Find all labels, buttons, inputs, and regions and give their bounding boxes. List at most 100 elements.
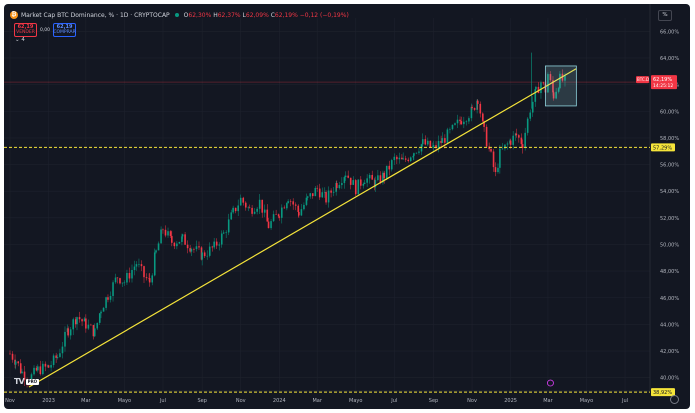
- candle: [305, 197, 308, 205]
- candle: [186, 244, 189, 249]
- x-tick-label: Mar: [81, 398, 91, 404]
- candle: [362, 183, 365, 186]
- x-tick-label: Mayo: [118, 398, 131, 404]
- candle: [520, 137, 523, 145]
- level-price-tag: [651, 388, 675, 397]
- candle: [263, 209, 266, 213]
- candle: [456, 119, 459, 124]
- candle: [178, 241, 181, 244]
- candle: [44, 363, 47, 367]
- candle: [379, 175, 382, 183]
- candle: [11, 353, 14, 360]
- candle: [294, 204, 297, 206]
- candle: [67, 328, 69, 336]
- chevron-down-icon: ⌄: [15, 37, 20, 43]
- candle: [424, 139, 427, 145]
- candle: [303, 204, 305, 210]
- scale-percent-button[interactable]: %: [658, 10, 672, 21]
- candle: [155, 250, 157, 253]
- candle: [415, 152, 418, 154]
- candle: [72, 319, 75, 330]
- indicators-toggle[interactable]: ⌄ 4: [15, 37, 25, 43]
- y-tick-label: 52,00%: [660, 216, 679, 222]
- candle: [360, 179, 362, 186]
- candle: [330, 190, 332, 193]
- y-tick-label: 44,00%: [660, 322, 679, 328]
- x-tick-label: 2023: [42, 398, 55, 404]
- candle: [42, 363, 44, 375]
- countdown-label: 14:25:12: [653, 83, 673, 89]
- candle: [504, 144, 506, 149]
- candle: [181, 236, 183, 242]
- candle: [81, 319, 83, 322]
- candle: [497, 167, 499, 173]
- candle: [335, 183, 338, 189]
- candle: [234, 207, 237, 212]
- x-tick-label: Nov: [467, 398, 477, 404]
- x-tick-label: 2024: [273, 398, 286, 404]
- candle: [440, 140, 442, 143]
- chart-frame[interactable]: 66,00%64,00%62,00%60,00%58,00%56,00%54,0…: [4, 4, 690, 409]
- candle: [435, 145, 437, 149]
- symbol-title[interactable]: Market Cap BTC Dominance, % · 1D · CRYPT…: [21, 11, 170, 19]
- candle: [323, 192, 326, 193]
- price-chart[interactable]: 66,00%64,00%62,00%60,00%58,00%56,00%54,0…: [4, 4, 690, 409]
- candle: [460, 121, 463, 125]
- candle: [211, 246, 214, 248]
- x-tick-label: Nov: [5, 398, 15, 404]
- candle: [33, 367, 35, 375]
- candle: [164, 229, 167, 236]
- candle: [366, 178, 368, 183]
- candle: [126, 272, 128, 283]
- y-tick-label: 54,00%: [660, 189, 679, 195]
- candle: [220, 233, 223, 245]
- candle: [449, 129, 451, 130]
- buy-button[interactable]: 62,19 COMPRAR: [53, 23, 77, 37]
- event-marker-icon: [547, 379, 554, 387]
- candle: [119, 278, 121, 284]
- y-tick-label: 64,00%: [660, 56, 679, 62]
- candle: [332, 191, 335, 193]
- candle: [270, 221, 272, 229]
- candle: [377, 175, 379, 181]
- reset-chart-icon[interactable]: [670, 395, 679, 404]
- candle: [266, 209, 269, 222]
- candle: [19, 363, 22, 374]
- candle: [446, 129, 449, 143]
- candle: [37, 366, 39, 371]
- candle: [190, 248, 193, 252]
- candle: [222, 232, 225, 234]
- candle: [385, 165, 388, 179]
- candle: [451, 124, 454, 130]
- candle: [239, 197, 242, 206]
- x-tick-label: Jul: [159, 398, 166, 404]
- candle: [100, 311, 102, 314]
- candle: [64, 331, 66, 347]
- candle: [176, 243, 178, 247]
- candle: [55, 355, 57, 358]
- candle: [148, 278, 151, 283]
- candle: [437, 140, 440, 149]
- tradingview-logo[interactable]: TV PRO: [14, 377, 40, 386]
- candle: [286, 203, 288, 209]
- x-tick-label: Sep: [429, 398, 438, 404]
- candle: [524, 132, 526, 149]
- candle: [244, 202, 247, 208]
- candle: [225, 232, 227, 234]
- candle: [213, 241, 215, 248]
- candle: [283, 207, 286, 209]
- candle: [90, 324, 92, 326]
- candle: [363, 182, 366, 184]
- sell-button[interactable]: 62,19 VENDER: [14, 23, 37, 37]
- trendline: [28, 68, 577, 388]
- candle: [123, 282, 126, 284]
- candle: [485, 126, 488, 147]
- candle: [85, 318, 87, 329]
- candle: [292, 201, 294, 205]
- candle: [383, 172, 386, 179]
- candle: [272, 214, 275, 222]
- x-tick-label: Mar: [543, 398, 553, 404]
- candle: [547, 74, 549, 93]
- highlight-rectangle: [544, 65, 577, 107]
- candle: [476, 100, 478, 110]
